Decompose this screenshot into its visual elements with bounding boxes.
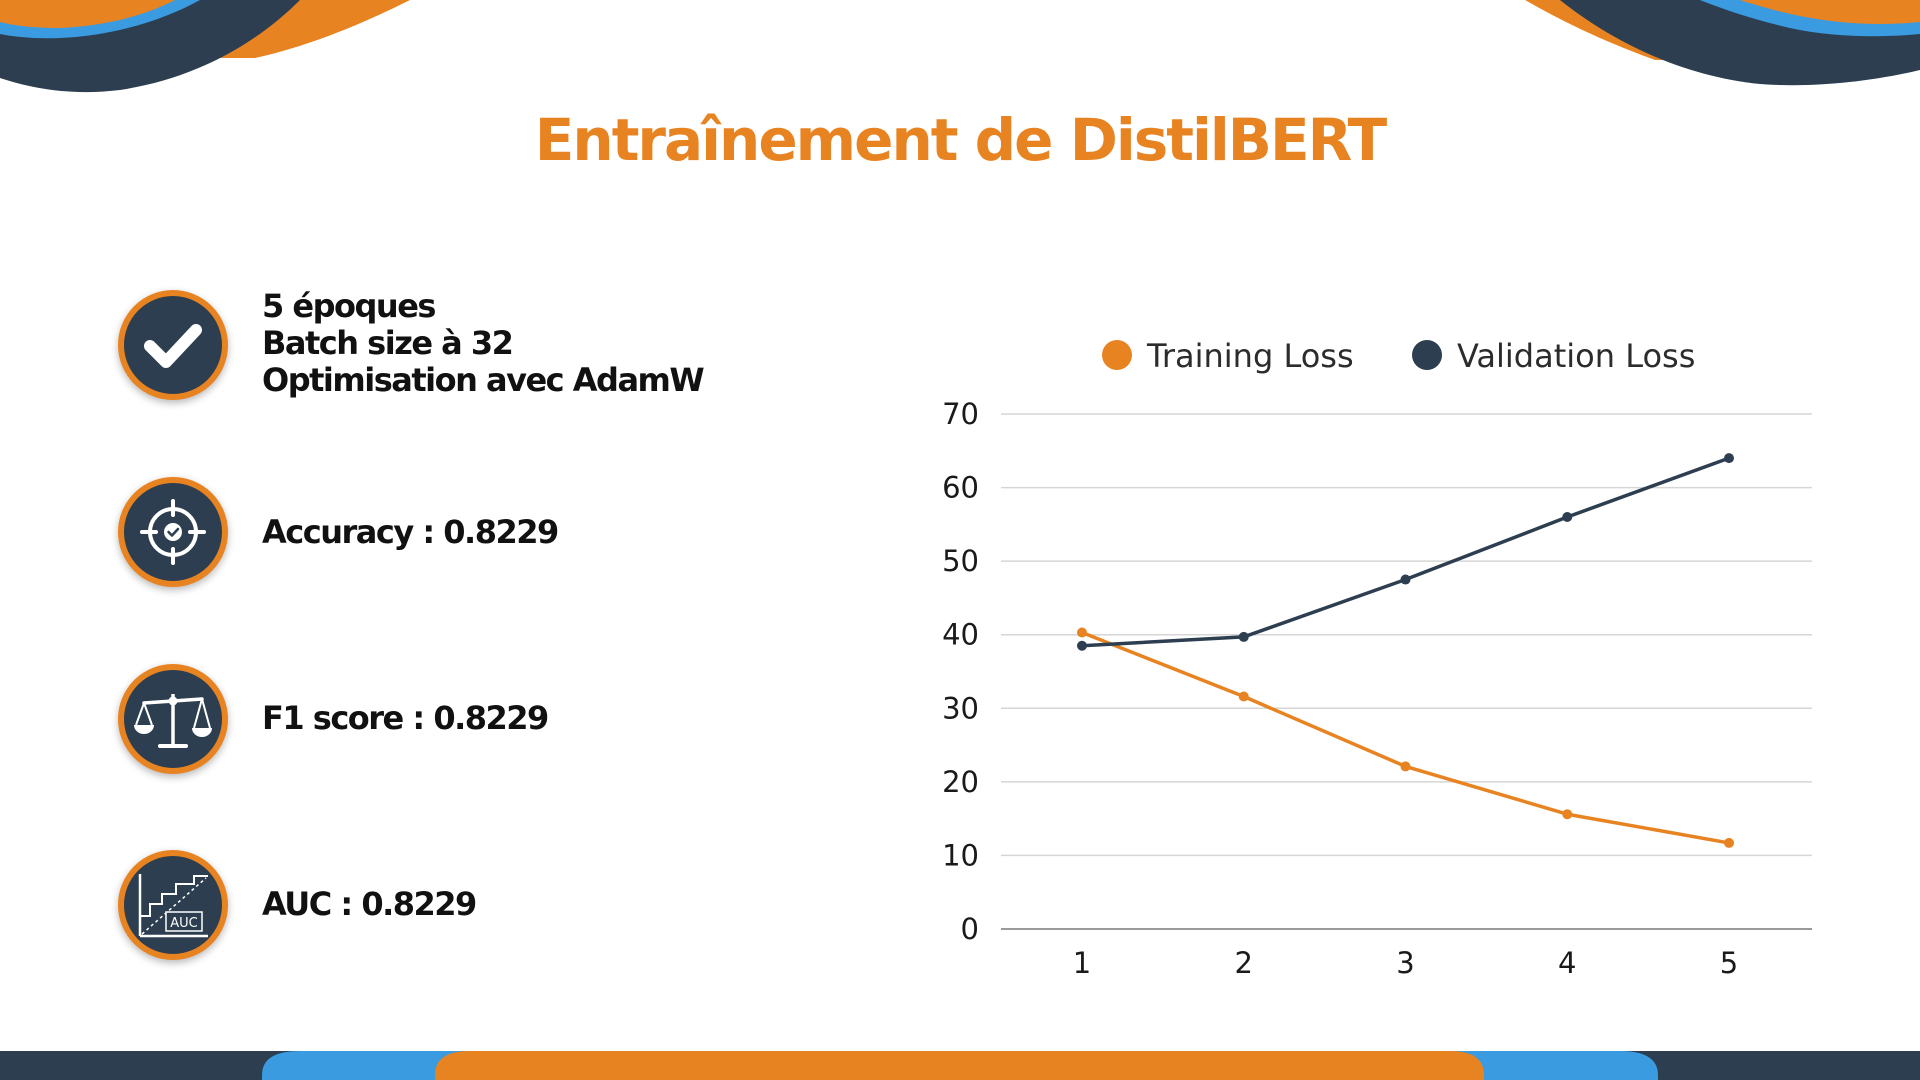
data-point (1400, 574, 1411, 585)
data-point (1562, 809, 1573, 820)
y-tick-label: 70 (942, 397, 979, 431)
x-tick-label: 1 (1073, 946, 1091, 980)
svg-text:AUC: AUC (170, 916, 198, 931)
accuracy-text: Accuracy : 0.8229 (262, 513, 559, 551)
x-tick-label: 3 (1396, 946, 1414, 980)
data-point (1238, 631, 1249, 642)
data-point (1724, 837, 1734, 848)
data-point (1400, 761, 1411, 772)
f1-score-text: F1 score : 0.8229 (262, 699, 549, 737)
training-config-text: 5 époques Batch size à 32 Optimisation a… (262, 287, 705, 399)
series-line-1 (1081, 456, 1730, 648)
y-tick-label: 30 (942, 691, 979, 725)
optimizer-label: Optimisation avec AdamW (262, 361, 705, 399)
y-tick-label: 50 (942, 544, 979, 578)
y-tick-label: 60 (942, 471, 979, 505)
epochs-label: 5 époques (262, 287, 436, 325)
x-tick-label: 2 (1235, 946, 1253, 980)
accuracy-label: Accuracy : 0.8229 (262, 513, 559, 551)
data-point (1077, 640, 1087, 651)
target-icon (118, 477, 228, 587)
y-tick-label: 10 (942, 838, 979, 872)
legend-label: Training Loss (1146, 337, 1354, 375)
legend-marker (1102, 340, 1132, 370)
y-tick-label: 20 (942, 765, 979, 799)
x-tick-label: 4 (1558, 946, 1576, 980)
data-point (1077, 627, 1087, 638)
auc-text: AUC : 0.8229 (262, 885, 477, 923)
auc-curve-icon: AUC (118, 850, 228, 960)
top-left-wave-orange-inner (0, 0, 175, 28)
balance-scale-icon (118, 664, 228, 774)
y-tick-label: 0 (961, 912, 979, 946)
batch-size-label: Batch size à 32 (262, 324, 514, 362)
auc-label: AUC : 0.8229 (262, 885, 477, 923)
top-right-wave-orange-inner (1740, 0, 1920, 24)
bottom-band-orange (435, 1051, 1484, 1080)
data-point (1238, 691, 1249, 702)
x-tick-label: 5 (1720, 946, 1738, 980)
data-point (1562, 512, 1573, 522)
data-point (1724, 453, 1734, 464)
slide-title: Entraînement de DistilBERT (534, 106, 1387, 174)
series-line-0 (1081, 630, 1730, 845)
legend-marker (1412, 340, 1442, 370)
loss-line-chart: 0 10 20 30 40 50 60 70 1 2 3 4 5 Training Loss Validat… (942, 337, 1812, 980)
checkmark-icon (118, 290, 228, 400)
y-tick-label: 40 (942, 618, 979, 652)
legend-label: Validation Loss (1457, 337, 1695, 375)
f1-score-label: F1 score : 0.8229 (262, 699, 549, 737)
